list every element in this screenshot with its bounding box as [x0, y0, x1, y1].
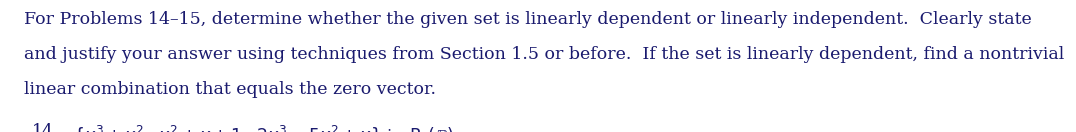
- Text: and justify your answer using techniques from Section 1.5 or before.  If the set: and justify your answer using techniques…: [24, 46, 1064, 63]
- Text: $\{x^3 + x^2,\ x^2 + x + 1,\ 2x^3 - 5x^2 + x\}$ in $\mathrm{P}_3(\mathbb{R})$.: $\{x^3 + x^2,\ x^2 + x + 1,\ 2x^3 - 5x^2…: [73, 123, 459, 132]
- Text: For Problems 14–15, determine whether the given set is linearly dependent or lin: For Problems 14–15, determine whether th…: [24, 11, 1032, 28]
- Text: linear combination that equals the zero vector.: linear combination that equals the zero …: [24, 81, 436, 98]
- Text: 14.: 14.: [32, 123, 60, 132]
